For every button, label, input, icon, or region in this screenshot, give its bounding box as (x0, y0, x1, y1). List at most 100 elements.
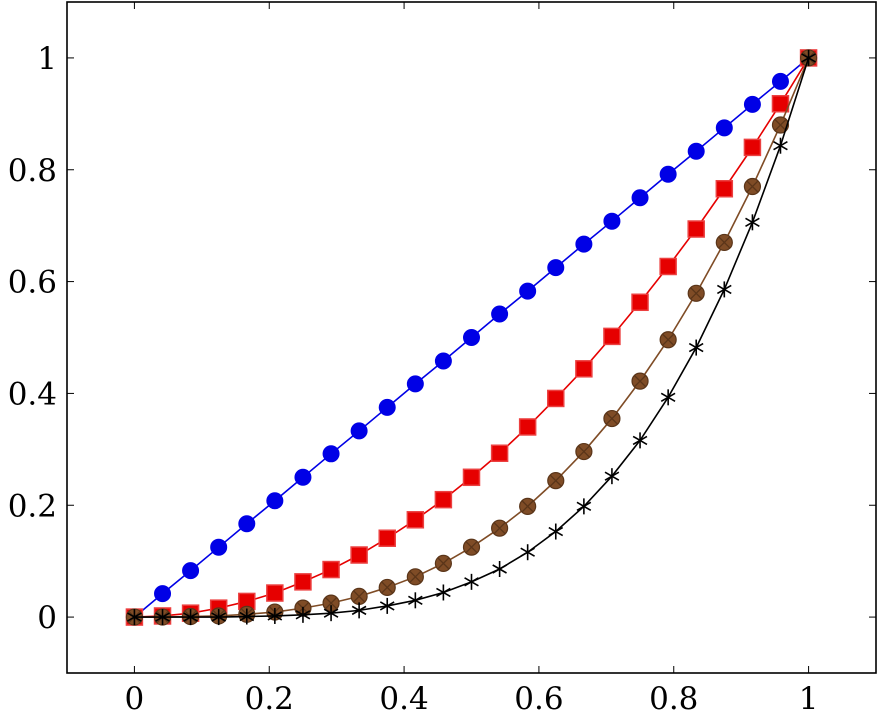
x-tick-label: 0 (125, 681, 145, 717)
series-4-point (660, 389, 676, 406)
series-2-point (350, 546, 368, 564)
series-3-point (378, 578, 396, 597)
series-2-point (490, 444, 509, 462)
series-1-point (659, 165, 677, 183)
series-2-point (406, 511, 425, 529)
series-4-point (267, 607, 283, 624)
series-3-point (771, 116, 790, 134)
series-4-point (801, 49, 816, 66)
series-2-point (659, 257, 677, 276)
series-4-point (632, 432, 648, 449)
series-1-point (715, 119, 733, 137)
series-3-point (519, 497, 537, 515)
series-3-point (687, 284, 705, 302)
series-4-point (436, 584, 451, 601)
series-4-point (576, 498, 592, 515)
series-2-point (771, 95, 790, 113)
series-2-point (322, 560, 340, 579)
series-3-point (715, 233, 733, 252)
series-4-point (351, 602, 367, 619)
series-4-point (155, 609, 170, 626)
series-1-point (210, 538, 228, 556)
series-4-point (239, 608, 255, 625)
series-1-point (266, 492, 284, 510)
series-3-point (575, 442, 593, 461)
y-tick-label: 0.8 (8, 153, 57, 189)
series-4-point (773, 137, 788, 154)
x-tick-label: 0.2 (245, 681, 294, 717)
series-1-point (575, 235, 593, 253)
series-2-point (378, 529, 396, 547)
series-2-point (687, 220, 705, 238)
series-3-point (603, 409, 621, 428)
series-4 (127, 49, 816, 626)
series-2-point (547, 389, 565, 408)
y-tick-label: 0.4 (8, 376, 57, 412)
series-4-point (127, 609, 142, 626)
series-4-point (295, 606, 311, 623)
series-1-point (294, 468, 312, 486)
series-3-point (491, 519, 509, 537)
series-4-point (716, 281, 732, 298)
series-3 (125, 49, 818, 626)
series-1-point (238, 515, 256, 533)
series-3-point (743, 177, 762, 196)
series-1-point (547, 259, 565, 277)
series-2-point (743, 138, 762, 157)
series-2-point (575, 360, 593, 378)
series-1-point (771, 72, 789, 90)
axis-layer: 0 0.2 0.4 0.6 0.8 1 0 0.2 0.4 0.6 0.8 1 (8, 1, 877, 717)
series-3-point (462, 538, 481, 556)
series-4-point (464, 573, 479, 590)
y-tick-label: 0.2 (8, 488, 57, 524)
series-2-point (266, 584, 284, 602)
x-tick-label: 0.8 (649, 681, 698, 717)
series-1-point (378, 398, 396, 416)
series-2-point (434, 490, 453, 509)
series-4-point (520, 544, 535, 561)
series-4-point (688, 339, 704, 356)
series-4-point (211, 609, 227, 626)
series-1-point (182, 562, 200, 580)
series-1-point (434, 352, 452, 370)
series-1-point (322, 445, 340, 463)
series-2-point (715, 180, 734, 198)
series-4-point (492, 560, 507, 577)
series-3-point (659, 331, 677, 349)
series-4-point (408, 592, 423, 609)
series-4-point (183, 609, 198, 626)
series-layer (125, 49, 818, 626)
series-4-point (745, 214, 760, 231)
plot-frame (66, 1, 877, 674)
series-1-point (154, 585, 172, 603)
x-tick-label: 1 (799, 681, 819, 717)
y-tick-label: 0.6 (8, 265, 57, 301)
series-1-point (491, 305, 509, 323)
series-3-point (631, 372, 649, 390)
series-1-point (687, 142, 705, 160)
series-1-point (350, 422, 368, 440)
series-1-point (463, 329, 480, 346)
series-4-point (323, 605, 339, 622)
series-2-point (631, 293, 649, 312)
series-1-point (631, 189, 649, 207)
series-2-point (462, 468, 481, 487)
x-tick-label: 0.4 (379, 681, 428, 717)
series-1-point (603, 212, 621, 230)
series-4-point (604, 468, 620, 485)
y-tick-label: 1 (37, 41, 57, 77)
series-1-point (743, 95, 761, 113)
series-3-point (434, 554, 452, 573)
series-3-point (406, 568, 424, 586)
series-4-point (548, 523, 564, 540)
x-tick-label: 0.6 (514, 681, 563, 717)
series-2-point (518, 418, 537, 436)
y-tick-label: 0 (37, 600, 57, 636)
series-4-point (379, 597, 395, 614)
series-2-point (603, 327, 621, 346)
series-2-point (294, 573, 312, 591)
series-1-point (519, 282, 537, 300)
series-3-point (350, 587, 368, 605)
